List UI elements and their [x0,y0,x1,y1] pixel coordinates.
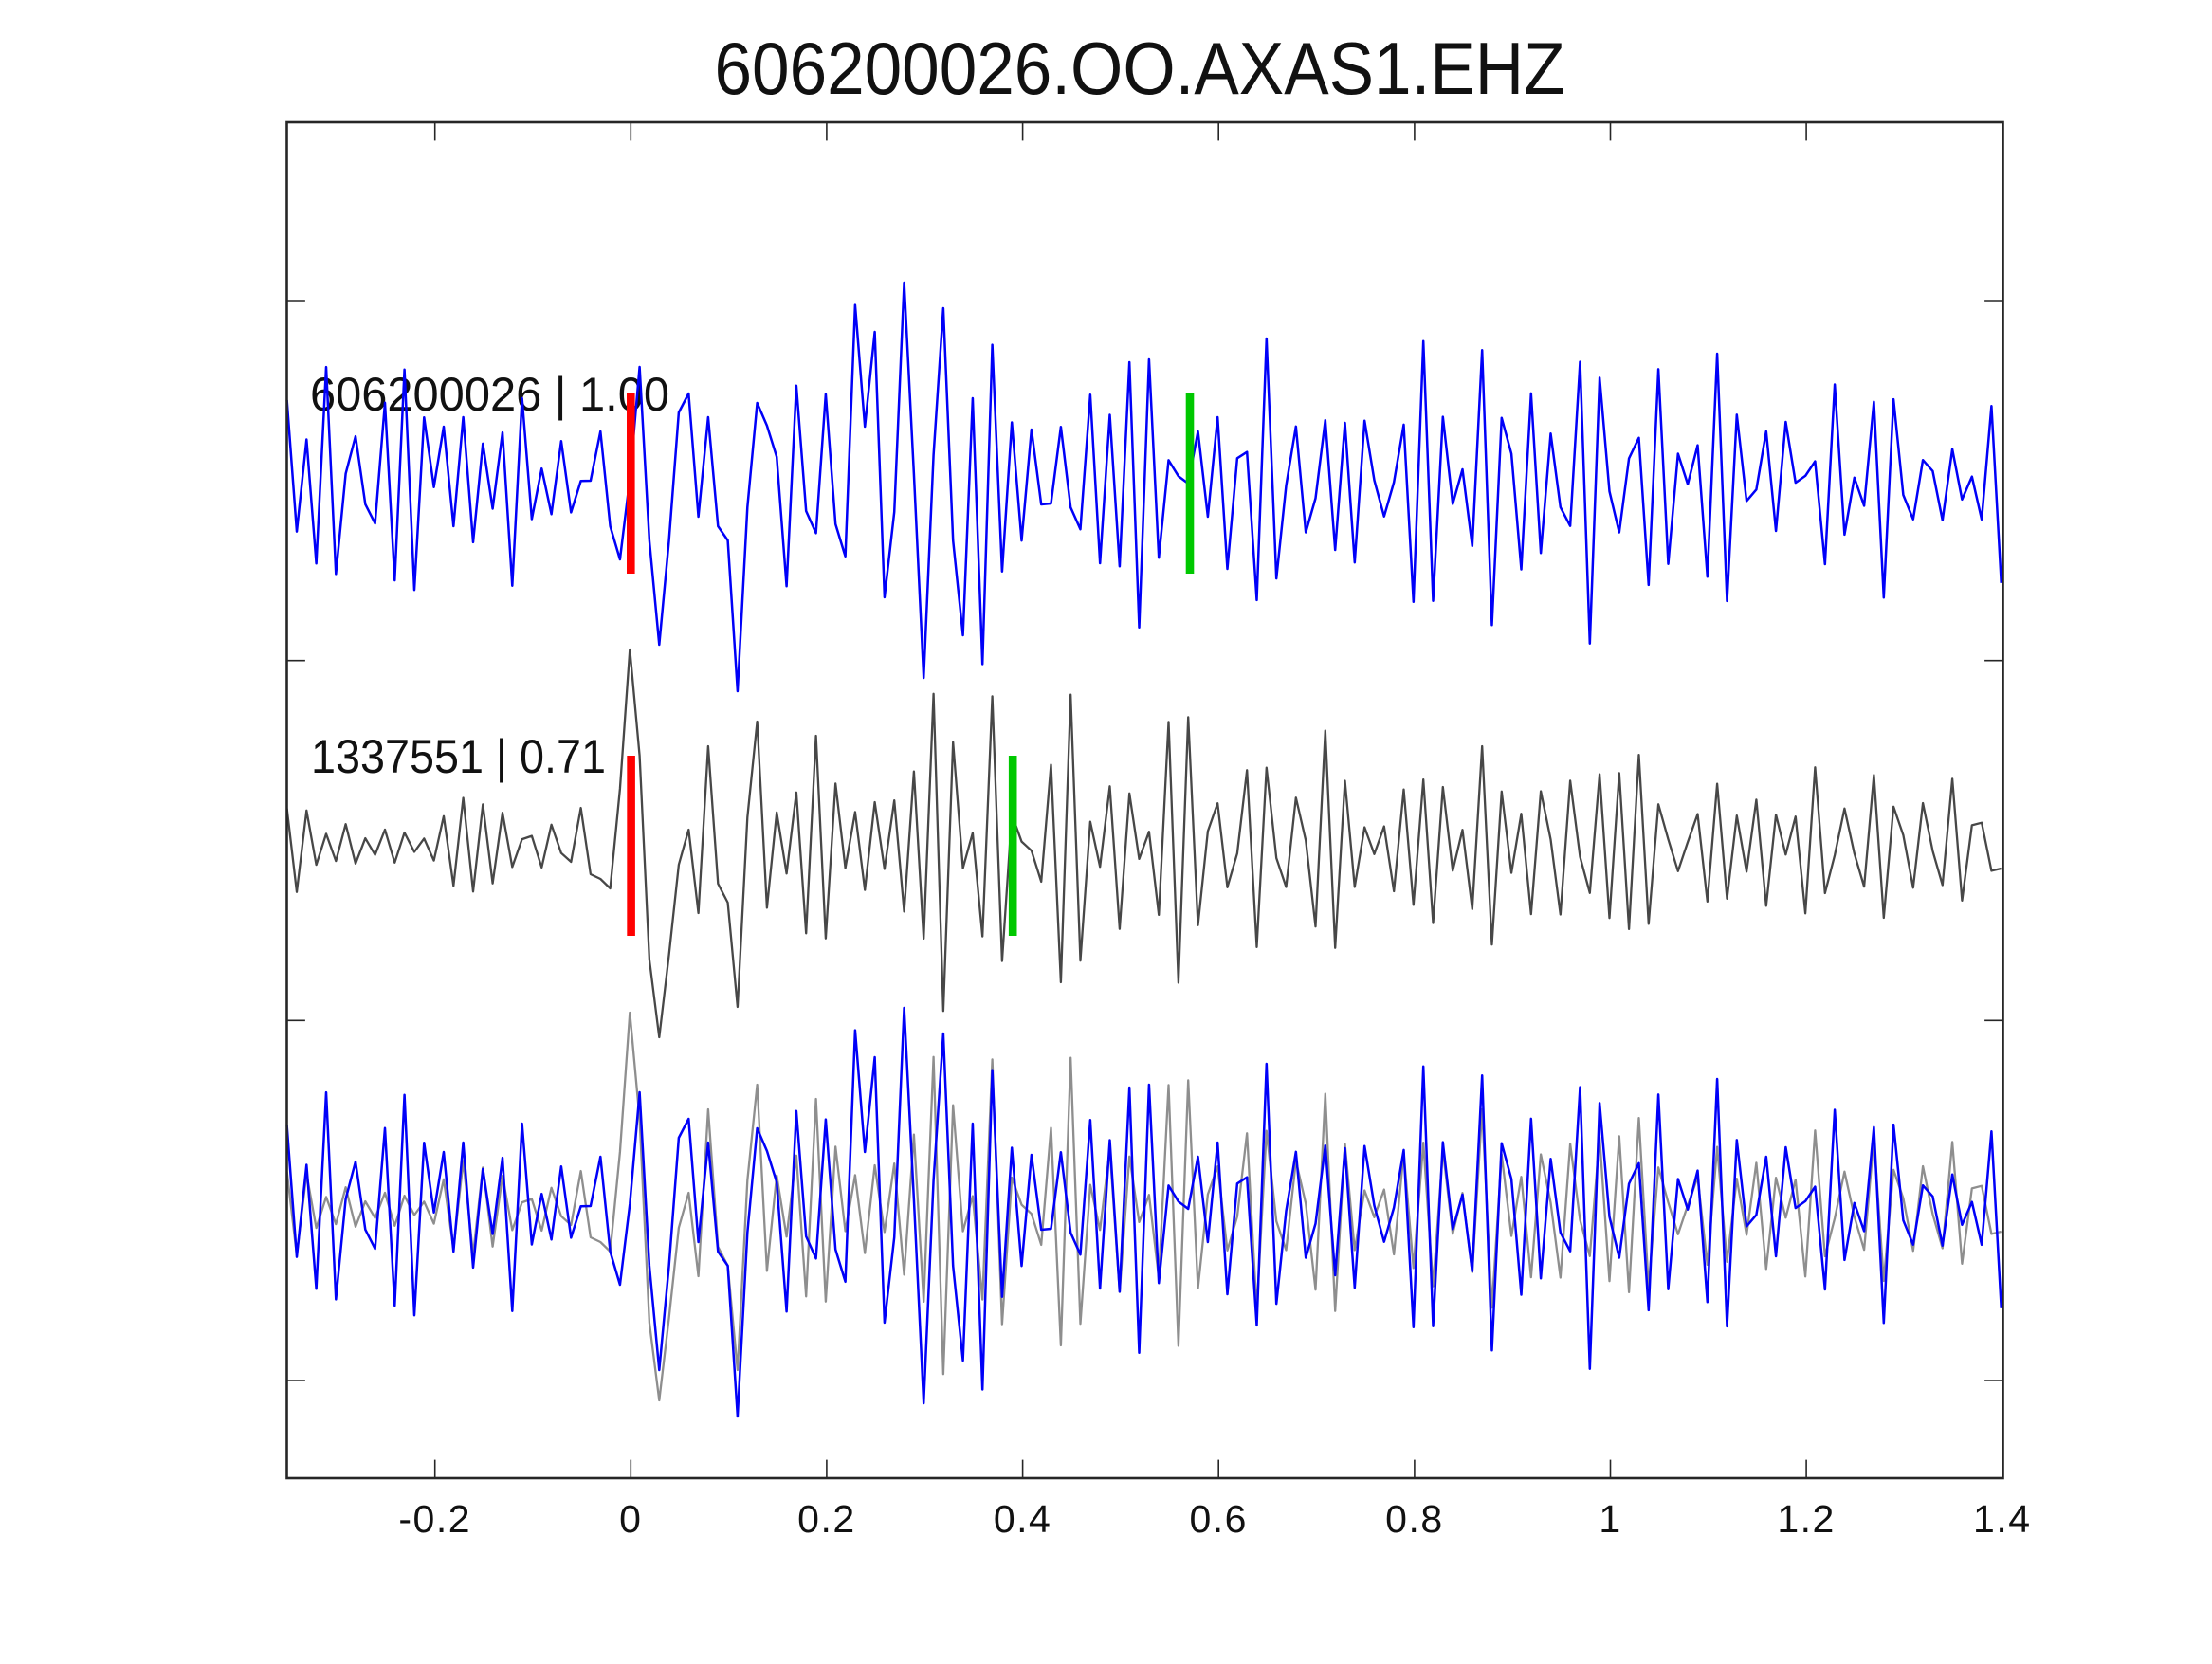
svg-text:1: 1 [1599,1497,1621,1541]
svg-text:0.8: 0.8 [1385,1497,1444,1541]
svg-text:606200026.OO.AXAS1.EHZ: 606200026.OO.AXAS1.EHZ [715,27,1565,110]
svg-text:0.2: 0.2 [797,1497,856,1541]
svg-text:606200026 | 1.00: 606200026 | 1.00 [310,368,669,421]
svg-text:1.4: 1.4 [1973,1497,2032,1541]
svg-text:0.6: 0.6 [1189,1497,1248,1541]
svg-text:0.4: 0.4 [994,1497,1052,1541]
svg-text:1337551 | 0.71: 1337551 | 0.71 [311,730,606,783]
svg-text:-0.2: -0.2 [398,1497,471,1541]
svg-text:1.2: 1.2 [1777,1497,1836,1541]
svg-text:0: 0 [619,1497,642,1541]
